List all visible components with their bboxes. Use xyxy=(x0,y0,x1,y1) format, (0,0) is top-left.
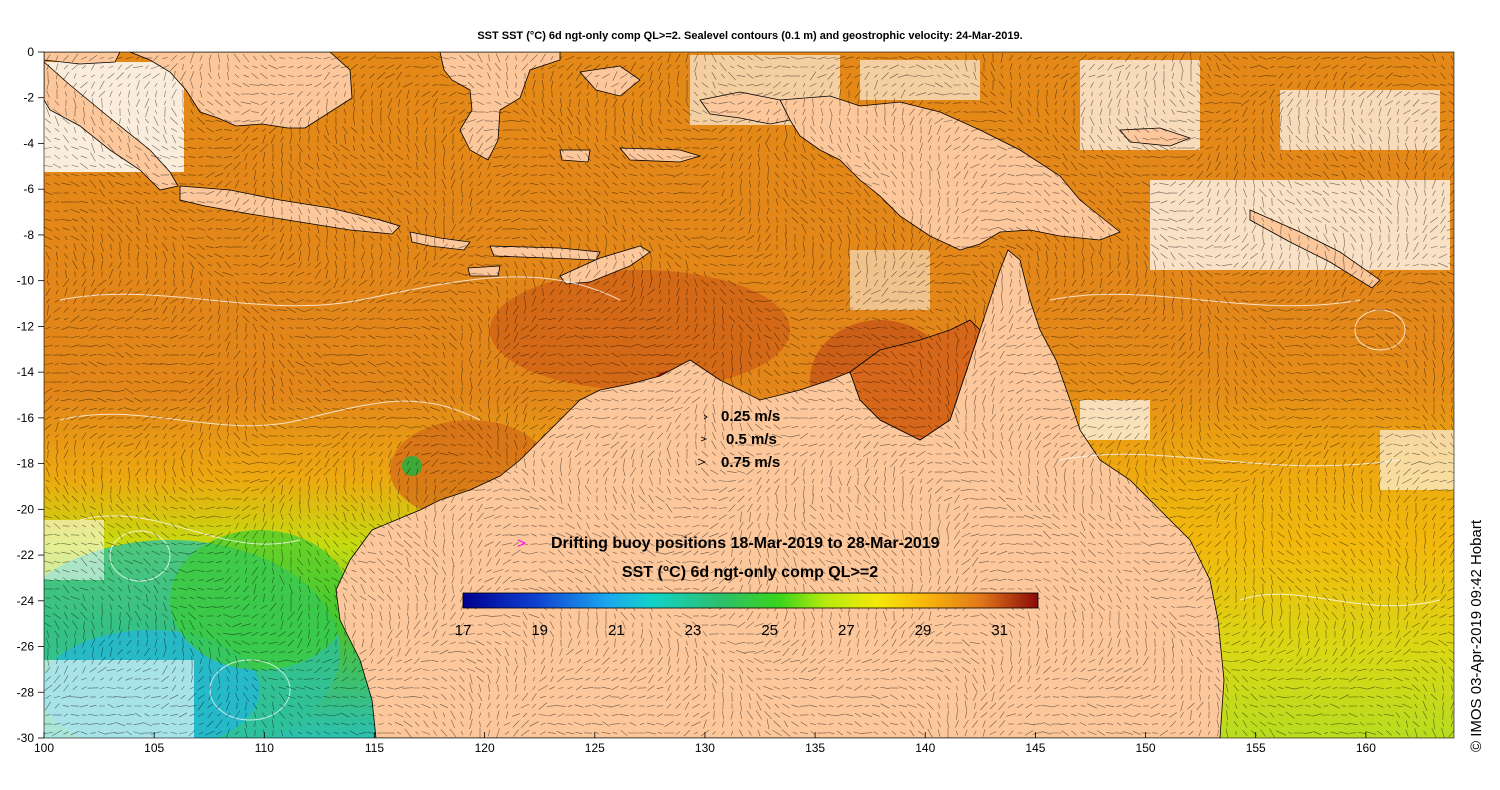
colorbar-tick-label: 31 xyxy=(991,622,1008,639)
halmahera xyxy=(579,65,641,97)
sumatra xyxy=(44,61,179,191)
lon-tick-label: 145 xyxy=(1025,741,1045,755)
colorbar xyxy=(462,592,1039,609)
lon-tick-label: 140 xyxy=(915,741,935,755)
colorbar-tick-label: 17 xyxy=(455,622,472,639)
sumba xyxy=(467,265,501,277)
malay-peninsula xyxy=(44,52,121,65)
lat-tick-label: -6 xyxy=(23,182,34,196)
bali-lombok xyxy=(409,231,471,251)
map-title: SST SST (°C) 6d ngt-only comp QL>=2. Sea… xyxy=(477,30,1023,42)
lon-tick-label: 120 xyxy=(475,741,495,755)
lon-tick-label: 105 xyxy=(144,741,164,755)
solomon-islands xyxy=(1249,209,1381,289)
lon-tick-label: 115 xyxy=(365,741,384,755)
lat-tick-label: -22 xyxy=(17,548,35,562)
lon-tick-label: 160 xyxy=(1356,741,1376,755)
lat-tick-label: -26 xyxy=(17,640,35,654)
latitude-axis: 0 -2 -4 -6 -8 -10 -12 -14 -16 -18 -20 -22 -24 -26 -28 -… xyxy=(17,45,44,745)
lon-tick-label: 110 xyxy=(255,741,274,755)
hot-zone-timor xyxy=(490,270,790,390)
sulawesi xyxy=(439,52,561,161)
lat-tick-label: -18 xyxy=(17,457,35,471)
lon-tick-label: 135 xyxy=(805,741,825,755)
velocity-legend-label: 0.5 m/s xyxy=(726,431,777,448)
green-zone-sw xyxy=(170,530,350,670)
colorbar-tick-label: 23 xyxy=(685,622,702,639)
buru xyxy=(559,149,591,163)
colorbar-ticks: 17 19 21 23 25 27 29 31 xyxy=(455,622,1008,639)
longitude-axis: 100 105 110 115 120 125 130 135 140 145 150 155 160 xyxy=(34,732,1376,755)
velocity-arrow-path xyxy=(44,52,1454,738)
velocity-legend-label: 0.75 m/s xyxy=(721,454,780,471)
borneo xyxy=(129,52,353,129)
lat-tick-label: -12 xyxy=(17,319,35,333)
lat-tick-label: -30 xyxy=(17,731,35,745)
colorbar-tick-label: 21 xyxy=(608,622,625,639)
new-britain xyxy=(1119,127,1192,147)
lat-tick-label: -16 xyxy=(17,411,35,425)
velocity-legend-arrow-3 xyxy=(697,458,707,466)
lat-tick-label: -2 xyxy=(23,91,34,105)
lat-tick-label: -4 xyxy=(23,136,34,150)
lon-tick-label: 125 xyxy=(585,741,605,755)
colorbar-tick-label: 29 xyxy=(915,622,932,639)
lat-tick-label: -10 xyxy=(17,274,35,288)
seram xyxy=(619,147,702,163)
lat-tick-label: -24 xyxy=(17,594,35,608)
velocity-legend-label: 0.25 m/s xyxy=(721,408,780,425)
lat-tick-label: -8 xyxy=(23,228,34,242)
lat-tick-label: -14 xyxy=(17,365,35,379)
colorbar-tick-label: 19 xyxy=(531,622,548,639)
colorbar-title: SST (°C) 6d ngt-only comp QL>=2 xyxy=(622,564,878,581)
new-guinea xyxy=(779,95,1121,251)
lon-tick-label: 100 xyxy=(34,741,54,755)
gulf-of-carpentaria xyxy=(849,319,981,441)
buoy-legend-marker: > xyxy=(517,535,526,552)
lat-tick-label: -28 xyxy=(17,685,35,699)
velocity-legend-arrow-1 xyxy=(703,414,708,420)
buoy-legend-label: Drifting buoy positions 18-Mar-2019 to 2… xyxy=(551,535,940,552)
lon-tick-label: 130 xyxy=(695,741,715,755)
plot-frame xyxy=(43,51,1455,739)
colorbar-tick-label: 25 xyxy=(761,622,778,639)
velocity-legend-arrow-2 xyxy=(700,436,708,442)
colorbar-tick-label: 27 xyxy=(838,622,855,639)
imos-credit: © IMOS 03-Apr-2019 09:42 Hobart xyxy=(1468,519,1485,752)
lat-tick-label: -20 xyxy=(17,502,35,516)
geostrophic-velocity-arrows xyxy=(44,52,1454,738)
lat-tick-label: 0 xyxy=(27,45,34,59)
velocity-legend: 0.25 m/s 0.5 m/s 0.75 m/s xyxy=(697,408,780,471)
green-eddy xyxy=(402,456,422,476)
lon-tick-label: 155 xyxy=(1246,741,1266,755)
lon-tick-label: 150 xyxy=(1136,741,1156,755)
